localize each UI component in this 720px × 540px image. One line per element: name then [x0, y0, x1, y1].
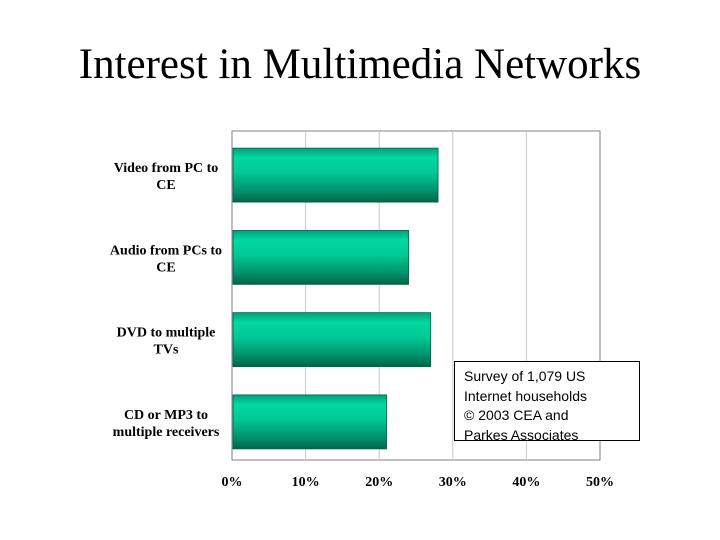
bar [232, 229, 410, 285]
x-tick-labels: 0% 10% 20% 30% 40% 50% [222, 475, 615, 490]
bars [232, 147, 439, 450]
x-tick-label: 20% [365, 475, 393, 490]
survey-annotation: Survey of 1,079 US Internet households ©… [454, 361, 640, 443]
category-label: Video from PC to CE [114, 161, 219, 193]
category-labels: Video from PC to CE Audio from PCs to CE DVD… [110, 161, 222, 440]
bar [232, 394, 387, 450]
bar [232, 312, 432, 368]
x-tick-label: 30% [439, 475, 467, 490]
chart-title: Interest in Multimedia Networks [78, 41, 642, 88]
x-tick-label: 0% [222, 475, 243, 490]
annotation-line: Parkes Associates [464, 426, 579, 443]
annotation-line: Internet households [464, 387, 587, 404]
bar [232, 147, 439, 203]
category-label: Audio from PCs to CE [110, 243, 222, 275]
annotation-line: Survey of 1,079 US [464, 368, 586, 384]
x-tick-label: 10% [292, 475, 320, 490]
x-tick-label: 50% [586, 475, 614, 490]
category-label: CD or MP3 to multiple receivers [113, 408, 220, 440]
category-label: DVD to multiple TVs [117, 326, 216, 358]
annotation-line: © 2003 CEA and [464, 407, 569, 423]
x-tick-label: 40% [512, 475, 540, 490]
